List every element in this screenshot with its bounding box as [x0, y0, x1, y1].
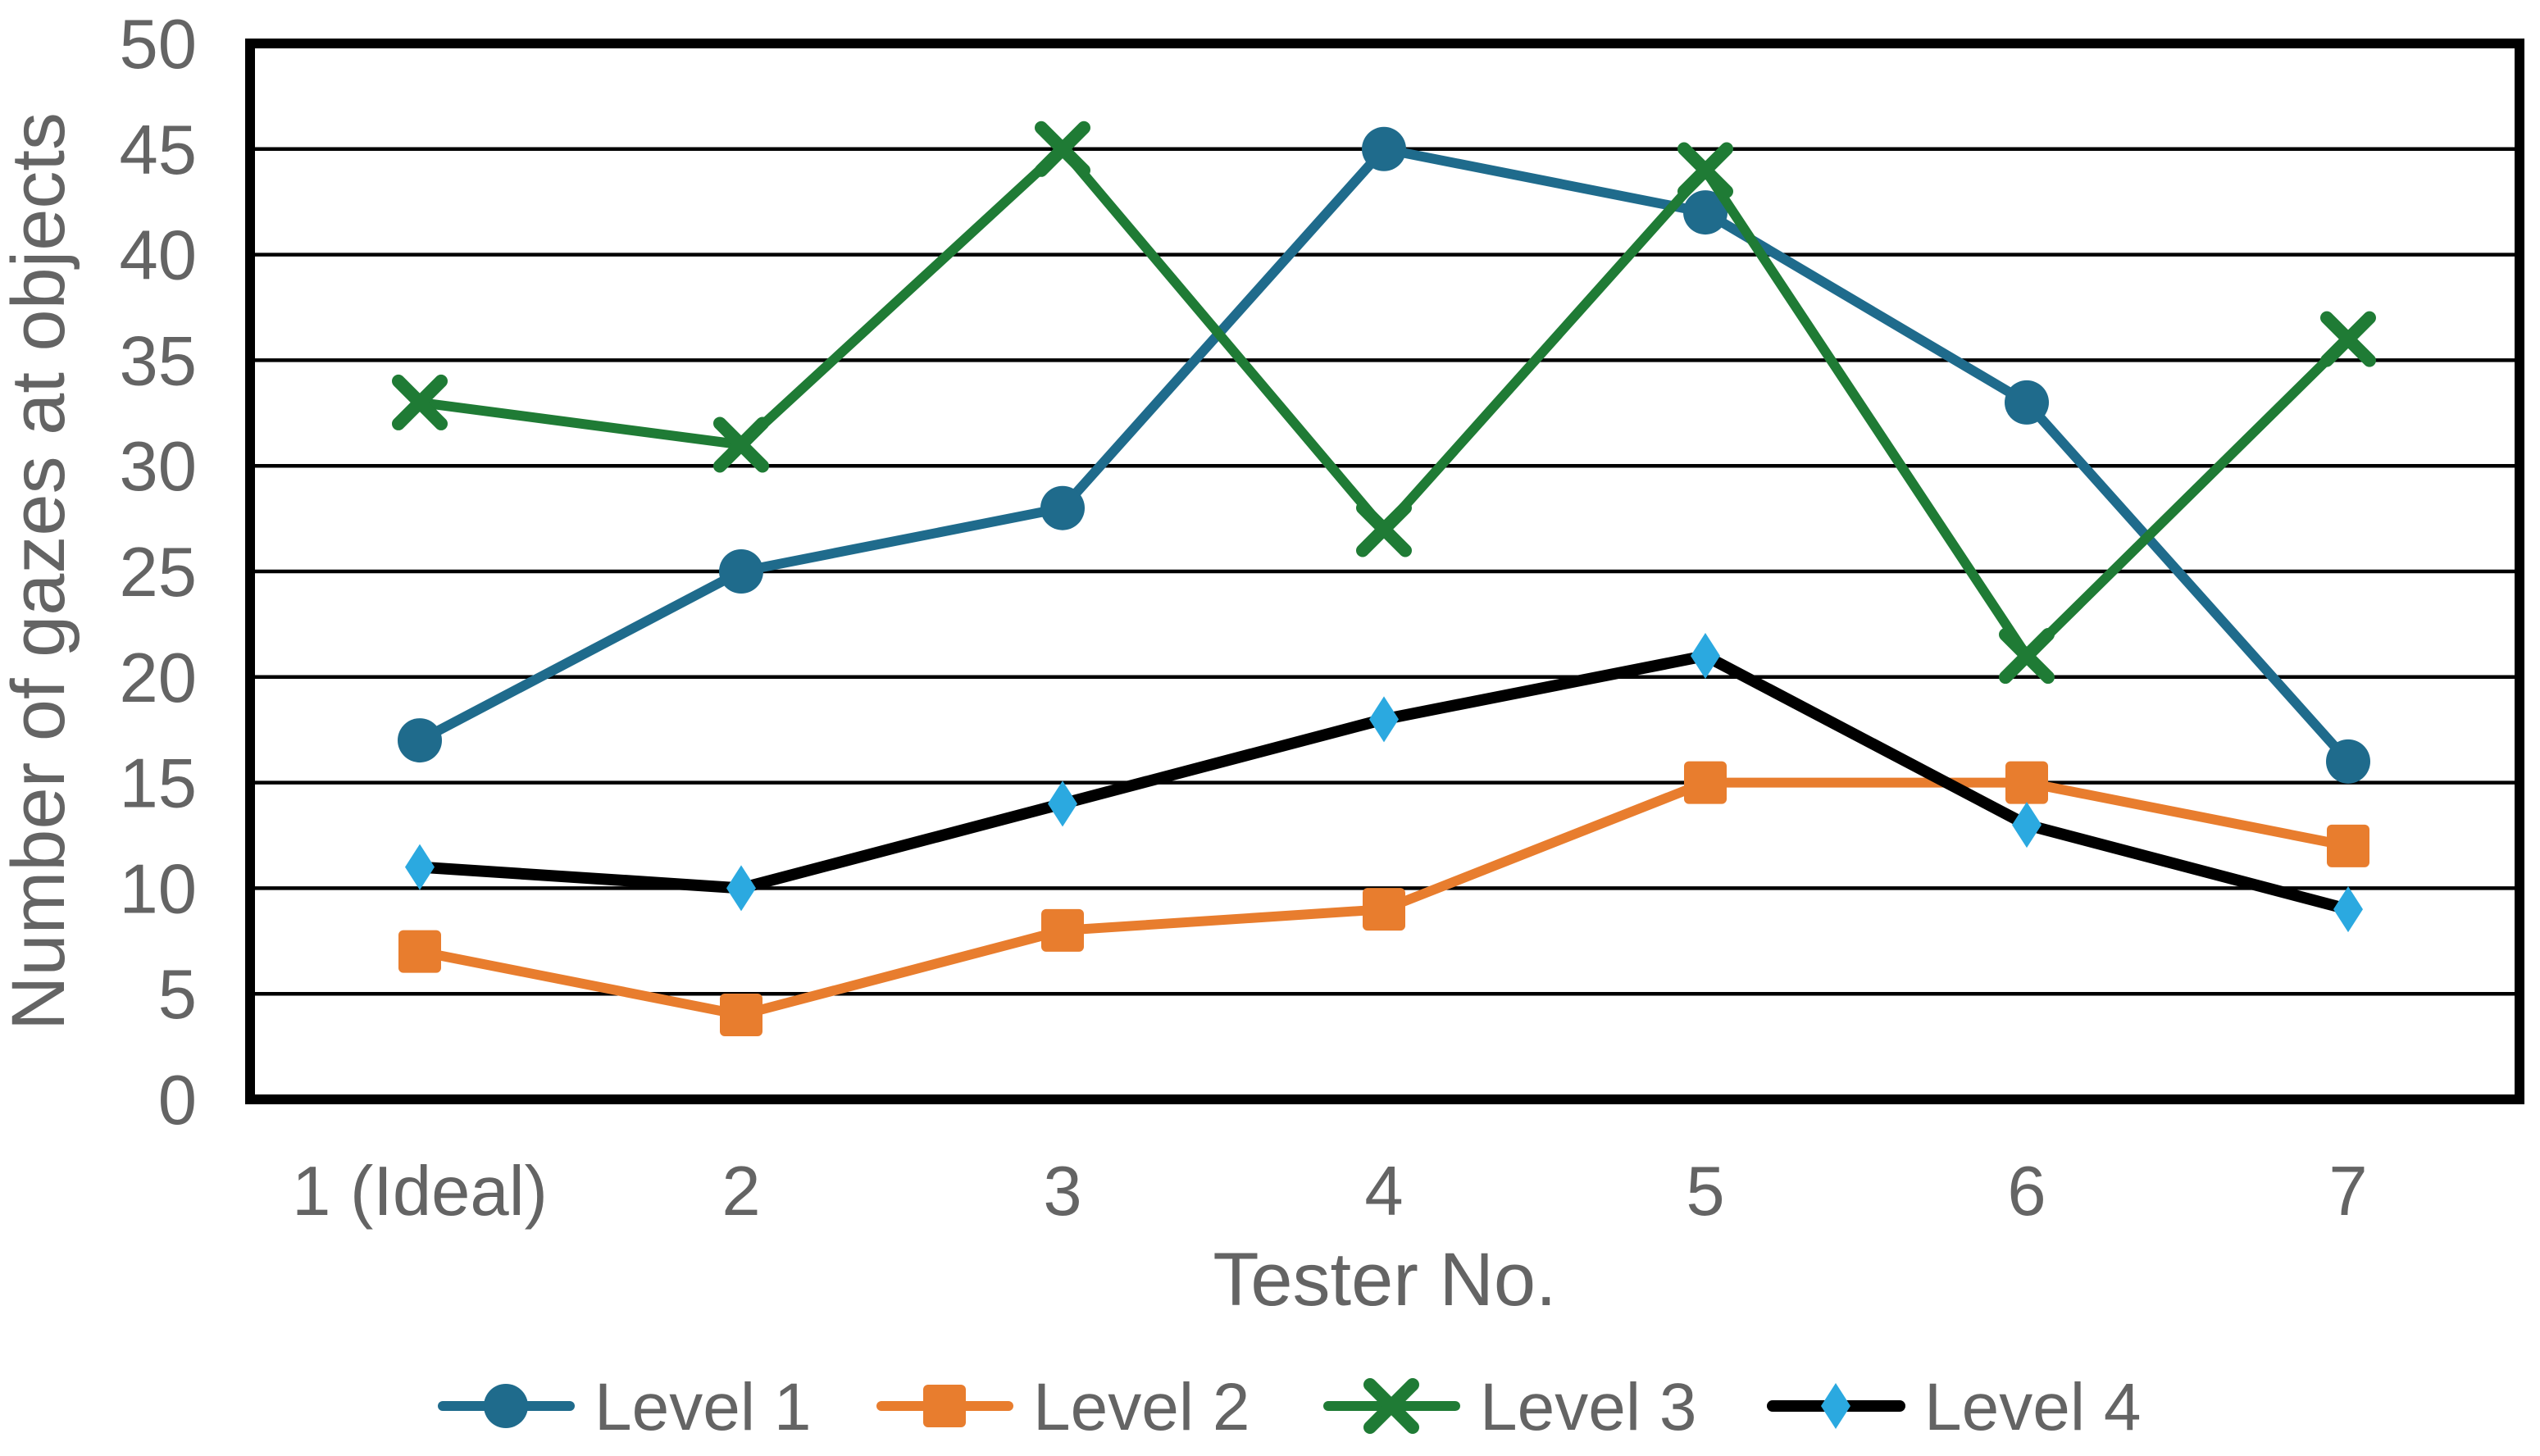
circle-marker-legend-1 — [484, 1384, 528, 1428]
legend-item-level-2[interactable]: Level 2 — [876, 1370, 1250, 1445]
y-tick-label-0: 0 — [158, 1062, 197, 1140]
square-marker-s2-p3 — [1041, 908, 1084, 952]
square-marker-s2-p5 — [1684, 761, 1727, 804]
y-tick-label-15: 15 — [119, 745, 197, 823]
circle-marker-s1-p7 — [2326, 739, 2370, 784]
y-tick-label-5: 5 — [158, 956, 197, 1034]
x-tick-label-3: 3 — [1043, 1153, 1081, 1231]
legend-label-4: Level 4 — [1924, 1370, 2141, 1445]
x-tick-label-7: 7 — [2328, 1153, 2367, 1231]
y-tick-label-40: 40 — [119, 217, 197, 295]
circle-marker-s1-p5 — [1683, 190, 1727, 235]
series-level-4 — [405, 633, 2363, 933]
y-axis-title: Number of gazes at objects — [0, 112, 80, 1031]
diamond-marker-s4-p6 — [2012, 802, 2042, 849]
x-marker-s3-p2 — [713, 416, 769, 473]
x-tick-label-5: 5 — [1686, 1153, 1724, 1231]
y-tick-label-25: 25 — [119, 534, 197, 612]
y-tick-label-35: 35 — [119, 322, 197, 400]
legend: Level 1 Level 2 Level 3 Level 4 — [438, 1370, 2141, 1445]
square-marker-s2-p2 — [720, 993, 762, 1036]
circle-marker-s1-p2 — [719, 549, 763, 594]
series-line-1 — [415, 143, 2353, 767]
diamond-marker-s4-p4 — [1369, 696, 1399, 743]
square-marker-s2-p6 — [2005, 761, 2048, 804]
legend-item-level-1[interactable]: Level 1 — [438, 1370, 811, 1445]
diamond-marker-legend-4 — [1821, 1383, 1850, 1429]
legend-item-level-3[interactable]: Level 3 — [1323, 1370, 1696, 1445]
square-marker-legend-2 — [923, 1385, 966, 1427]
legend-item-level-4[interactable]: Level 4 — [1767, 1370, 2141, 1445]
x-tick-label-6: 6 — [2007, 1153, 2046, 1231]
series-level-3 — [392, 121, 2376, 685]
y-tick-label-45: 45 — [119, 111, 197, 189]
diamond-marker-s4-p5 — [1691, 633, 1720, 680]
legend-label-2: Level 2 — [1033, 1370, 1250, 1445]
x-tick-label-4: 4 — [1364, 1153, 1403, 1231]
y-tick-label-50: 50 — [119, 6, 197, 84]
circle-marker-s1-p4 — [1362, 126, 1406, 171]
series-level-2 — [398, 761, 2369, 1036]
square-marker-s2-p7 — [2327, 824, 2369, 867]
y-axis-tick-labels: 0 5 10 15 20 25 30 35 40 45 50 — [119, 6, 197, 1140]
square-marker-s2-p1 — [398, 930, 441, 973]
x-axis-title: Tester No. — [1213, 1238, 1556, 1322]
circle-marker-s1-p6 — [2005, 380, 2049, 425]
x-tick-label-1: 1 (Ideal) — [292, 1153, 548, 1231]
series-group — [392, 121, 2376, 1036]
x-marker-s3-p6 — [1999, 628, 2055, 685]
square-marker-s2-p4 — [1363, 888, 1405, 931]
x-marker-legend-3 — [1363, 1378, 1419, 1434]
series-line-3 — [415, 143, 2353, 662]
series-level-1 — [398, 126, 2370, 784]
legend-label-1: Level 1 — [594, 1370, 811, 1445]
diamond-marker-s4-p1 — [405, 844, 435, 890]
circle-marker-s1-p3 — [1040, 485, 1085, 530]
x-marker-s3-p7 — [2320, 311, 2376, 367]
x-marker-s3-p1 — [392, 374, 448, 430]
y-tick-label-30: 30 — [119, 428, 197, 506]
x-marker-s3-p4 — [1356, 501, 1412, 557]
y-tick-label-10: 10 — [119, 850, 197, 928]
x-axis-tick-labels: 1 (Ideal) 2 3 4 5 6 7 — [292, 1153, 2368, 1231]
diamond-marker-s4-p3 — [1048, 780, 1077, 827]
x-tick-label-2: 2 — [721, 1153, 760, 1231]
diamond-marker-s4-p2 — [726, 865, 756, 912]
plot-border — [245, 39, 2524, 1104]
x-marker-s3-p5 — [1677, 142, 1733, 198]
circle-marker-s1-p1 — [398, 718, 442, 763]
legend-label-3: Level 3 — [1480, 1370, 1696, 1445]
diamond-marker-s4-p7 — [2333, 886, 2363, 933]
y-tick-label-20: 20 — [119, 639, 197, 717]
x-marker-s3-p3 — [1035, 121, 1090, 177]
